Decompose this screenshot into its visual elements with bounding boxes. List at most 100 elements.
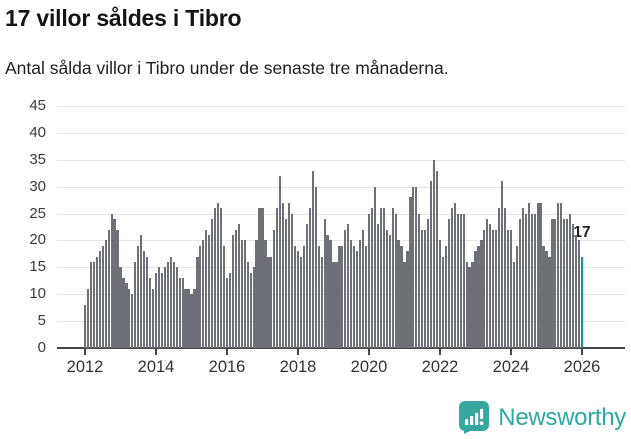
bar [255, 240, 258, 348]
bar [143, 251, 146, 348]
gridline [57, 132, 625, 134]
bar [175, 267, 178, 348]
bar [282, 202, 285, 348]
bar [512, 261, 516, 348]
bar [205, 229, 208, 348]
bar [86, 288, 90, 348]
x-axis-tick [368, 348, 370, 355]
bar [427, 218, 430, 348]
bar [572, 224, 575, 348]
x-axis-tick-label: 2022 [421, 358, 459, 376]
x-axis-tick-label: 2014 [137, 358, 175, 376]
gridline [57, 294, 625, 296]
bar [350, 240, 353, 348]
x-axis-tick-label: 2020 [350, 358, 388, 376]
bar [361, 229, 365, 348]
bar [302, 245, 305, 348]
bar [225, 278, 229, 348]
bar [116, 229, 119, 348]
bar [468, 267, 471, 348]
bar [566, 218, 569, 348]
bar [536, 202, 539, 348]
bar [359, 240, 362, 348]
bar [524, 213, 527, 348]
bar [418, 213, 421, 348]
bar [341, 245, 344, 348]
bar [403, 261, 406, 348]
bar [483, 229, 486, 348]
bar [394, 213, 397, 348]
bar [367, 213, 371, 348]
bar [317, 245, 320, 348]
bar [249, 272, 252, 348]
bar [515, 245, 518, 348]
bar [219, 208, 223, 348]
bar [415, 186, 418, 348]
bar [222, 245, 226, 348]
bar [122, 278, 125, 348]
gridline [57, 321, 625, 323]
bar [376, 224, 379, 348]
bar [326, 235, 329, 348]
bar [542, 245, 545, 348]
newsworthy-wordmark: Newsworthy [498, 403, 626, 431]
x-axis-tick [84, 348, 86, 355]
bar [288, 202, 291, 348]
bar [181, 278, 184, 348]
bar [364, 245, 368, 348]
bar [237, 224, 240, 348]
bar [234, 229, 237, 348]
y-axis-tick-label: 35 [29, 150, 46, 168]
bar [184, 288, 187, 348]
x-axis-tick [439, 348, 441, 355]
bar [308, 208, 311, 348]
bar [501, 181, 504, 348]
bar [246, 261, 249, 348]
bar [471, 261, 474, 348]
bar [397, 240, 400, 348]
bar [228, 272, 232, 348]
bar [146, 256, 149, 348]
bar [480, 240, 483, 348]
bar [453, 202, 456, 348]
bar [240, 240, 243, 348]
bar [243, 240, 246, 348]
bar [356, 251, 359, 348]
bar [379, 208, 382, 348]
bar [202, 240, 205, 348]
newsworthy-brand: Newsworthy [458, 400, 626, 435]
bar [187, 288, 190, 348]
bar [391, 208, 394, 348]
bar [276, 208, 279, 348]
bar [104, 240, 107, 348]
bar [569, 213, 572, 348]
bar [518, 218, 521, 348]
bar [190, 294, 193, 348]
bar [270, 256, 273, 348]
bar [169, 256, 172, 348]
x-axis-tick-label: 2012 [66, 358, 104, 376]
bar [285, 218, 288, 348]
y-axis-tick-label: 45 [29, 97, 46, 114]
bar [557, 202, 560, 348]
bar [89, 261, 92, 348]
y-axis-tick-label: 10 [29, 285, 46, 303]
bar [231, 235, 234, 348]
bar [299, 256, 303, 348]
x-axis-tick [510, 348, 512, 355]
bar [495, 229, 498, 348]
bar [548, 256, 551, 348]
bar [140, 235, 143, 348]
bar [258, 208, 261, 348]
bar [137, 245, 140, 348]
bar [406, 251, 409, 348]
bar [563, 218, 566, 348]
bar [527, 202, 530, 348]
bar [267, 256, 270, 348]
y-axis-tick-label: 20 [29, 231, 46, 249]
y-axis-tick-label: 25 [29, 204, 46, 222]
bar [110, 213, 113, 348]
bar [335, 261, 338, 348]
bar [438, 240, 442, 348]
bar [196, 256, 199, 348]
